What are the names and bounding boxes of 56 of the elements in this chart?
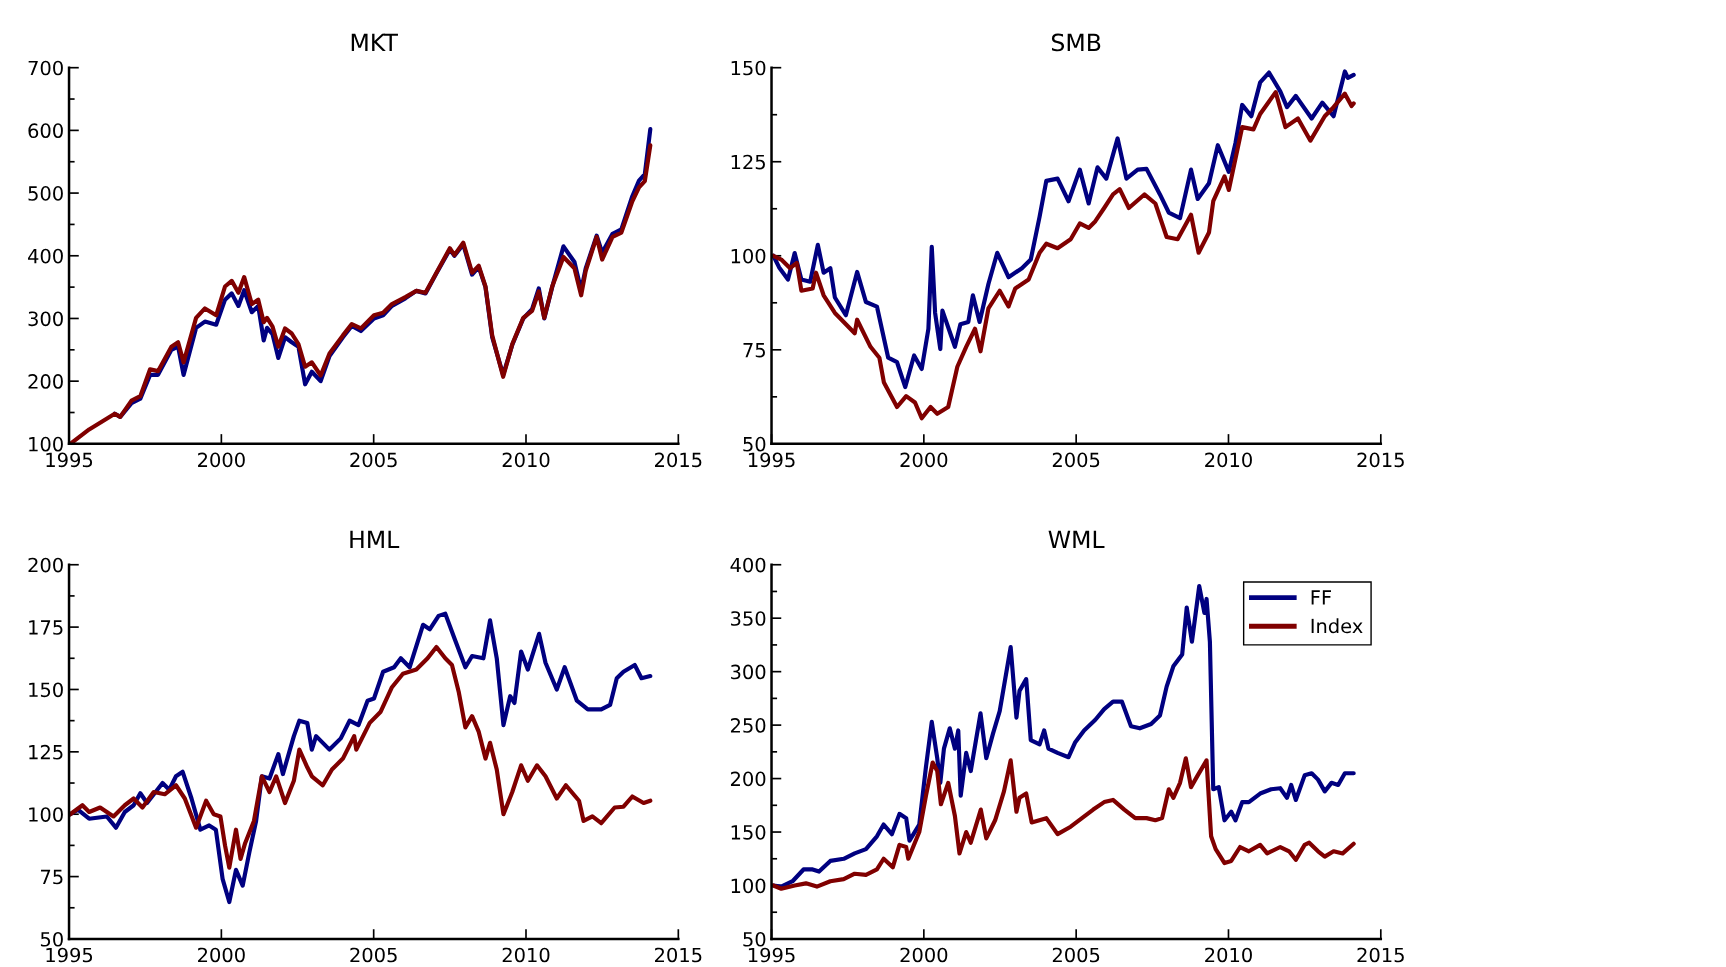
y-tick-label: 100 <box>29 436 63 452</box>
x-tick-label: 2015 <box>1357 947 1404 963</box>
chart-title: SMB <box>1051 33 1101 52</box>
x-tick-label: 2010 <box>502 947 550 963</box>
y-tick-label: 200 <box>28 557 63 573</box>
x-tick-label: 2000 <box>198 452 245 468</box>
y-tick-label: 150 <box>29 682 63 698</box>
y-tick-label: 125 <box>731 154 765 170</box>
y-tick-label: 350 <box>731 611 766 626</box>
x-tick-label: 2010 <box>502 452 550 468</box>
x-tick-label: 2000 <box>198 947 245 963</box>
y-tick-label: 700 <box>28 60 63 76</box>
line-series <box>771 756 1356 891</box>
y-tick-label: 100 <box>731 878 766 894</box>
x-tick-label: 1995 <box>748 947 795 963</box>
line-series <box>69 644 653 870</box>
y-tick-label: 50 <box>40 931 63 947</box>
x-tick-label: 2005 <box>1052 452 1100 468</box>
y-tick-label: 200 <box>730 771 766 787</box>
x-tick-label: 1995 <box>748 452 795 468</box>
x-tick-label: 2005 <box>350 947 397 963</box>
x-tick-label: 2000 <box>900 947 948 963</box>
x-tick-label: 1995 <box>46 452 93 468</box>
y-tick-label: 150 <box>731 824 766 840</box>
x-tick-label: 1995 <box>46 947 93 963</box>
x-tick-label: 2015 <box>1357 452 1404 468</box>
x-tick-label: 2015 <box>655 947 702 963</box>
chart-title: HML <box>350 530 400 549</box>
y-tick-label: 175 <box>29 620 63 635</box>
y-tick-label: 600 <box>28 123 63 139</box>
y-tick-label: 400 <box>730 557 766 573</box>
y-tick-label: 200 <box>28 374 63 389</box>
y-tick-label: 125 <box>29 744 63 760</box>
legend-label: Index <box>1311 618 1363 634</box>
y-tick-label: 100 <box>29 807 63 822</box>
chart-title: WML <box>1048 530 1105 549</box>
x-tick-label: 2005 <box>350 452 397 468</box>
y-tick-label: 400 <box>28 248 63 264</box>
y-tick-label: 75 <box>743 343 765 358</box>
legend-label: FF <box>1311 590 1331 605</box>
line-series <box>69 143 653 444</box>
y-tick-label: 300 <box>28 311 63 327</box>
chart-title: MKT <box>351 33 398 52</box>
y-tick-label: 100 <box>731 248 766 264</box>
y-tick-label: 500 <box>28 186 63 201</box>
y-tick-label: 50 <box>743 931 766 947</box>
y-tick-label: 75 <box>41 869 63 885</box>
x-tick-label: 2010 <box>1205 452 1252 468</box>
x-tick-label: 2005 <box>1052 947 1100 963</box>
x-tick-label: 2015 <box>655 452 702 468</box>
y-tick-label: 250 <box>730 718 766 733</box>
x-tick-label: 2000 <box>900 452 948 468</box>
y-tick-label: 50 <box>743 436 766 452</box>
y-tick-label: 300 <box>731 664 766 680</box>
x-tick-label: 2010 <box>1205 947 1252 963</box>
y-tick-label: 150 <box>731 60 766 76</box>
